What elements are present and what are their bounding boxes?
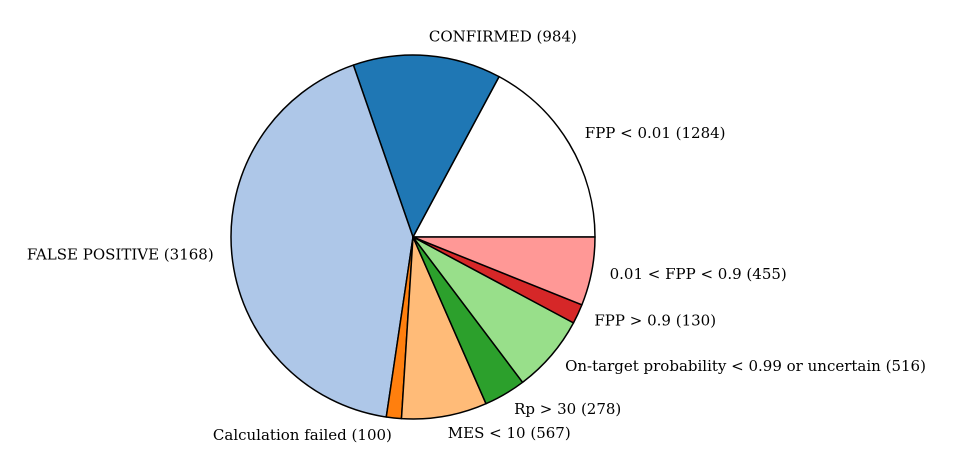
pie-slice-label-2: FALSE POSITIVE (3168): [27, 246, 214, 264]
pie-slice-1: [352, 54, 500, 238]
pie-slice-label-4: MES < 10 (567): [448, 424, 571, 442]
pie-slices: [230, 54, 596, 420]
pie-slice-label-6: On-target probability < 0.99 or uncertai…: [565, 357, 926, 375]
pie-slice-label-7: FPP > 0.9 (130): [594, 312, 716, 330]
pie-slice-label-5: Rp > 30 (278): [514, 400, 621, 418]
pie-slice-label-1: CONFIRMED (984): [429, 27, 577, 45]
pie-slice-label-0: FPP < 0.01 (1284): [585, 124, 726, 142]
pie-slice-8: [412, 236, 596, 306]
pie-slice-label-3: Calculation failed (100): [213, 426, 392, 444]
pie-slice-2: [230, 64, 414, 418]
pie-slice-0: [412, 75, 596, 238]
pie-labels: FPP < 0.01 (1284) CONFIRMED (984) FALSE PO…: [27, 27, 926, 444]
pie-slice-label-8: 0.01 < FPP < 0.9 (455): [610, 265, 787, 283]
